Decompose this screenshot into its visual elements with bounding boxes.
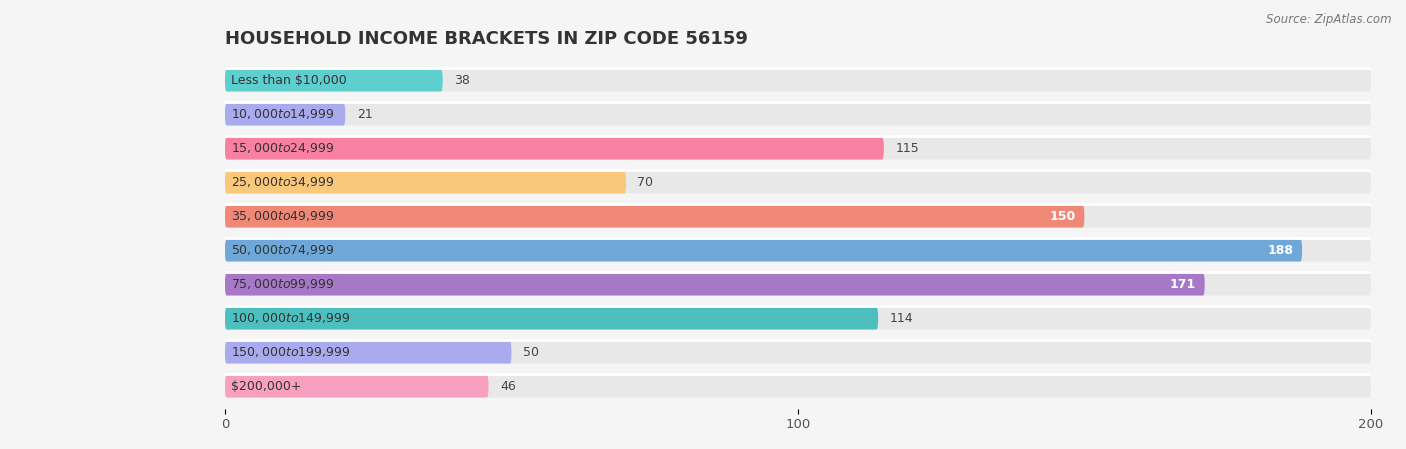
Text: $200,000+: $200,000+ (231, 380, 301, 393)
Text: 46: 46 (501, 380, 516, 393)
FancyBboxPatch shape (225, 273, 1371, 295)
FancyBboxPatch shape (225, 137, 884, 159)
Text: 114: 114 (890, 312, 914, 325)
FancyBboxPatch shape (225, 239, 1371, 261)
FancyBboxPatch shape (225, 375, 1371, 397)
FancyBboxPatch shape (225, 103, 346, 126)
Text: 150: 150 (1049, 210, 1076, 223)
FancyBboxPatch shape (225, 103, 1371, 126)
Text: $25,000 to $34,999: $25,000 to $34,999 (231, 176, 335, 189)
Text: $15,000 to $24,999: $15,000 to $24,999 (231, 141, 335, 155)
FancyBboxPatch shape (225, 308, 1371, 330)
FancyBboxPatch shape (225, 206, 1371, 228)
FancyBboxPatch shape (225, 70, 443, 92)
Text: Source: ZipAtlas.com: Source: ZipAtlas.com (1267, 13, 1392, 26)
Text: $150,000 to $199,999: $150,000 to $199,999 (231, 345, 350, 360)
Text: Less than $10,000: Less than $10,000 (231, 74, 346, 87)
Text: 21: 21 (357, 108, 373, 121)
Text: 188: 188 (1267, 244, 1294, 257)
FancyBboxPatch shape (225, 375, 488, 397)
FancyBboxPatch shape (225, 273, 1205, 295)
Text: $100,000 to $149,999: $100,000 to $149,999 (231, 312, 350, 326)
Text: 70: 70 (637, 176, 654, 189)
FancyBboxPatch shape (225, 308, 879, 330)
Text: 50: 50 (523, 346, 538, 359)
FancyBboxPatch shape (225, 137, 1371, 159)
Text: $10,000 to $14,999: $10,000 to $14,999 (231, 107, 335, 122)
Text: 38: 38 (454, 74, 470, 87)
FancyBboxPatch shape (225, 172, 626, 194)
FancyBboxPatch shape (225, 70, 1371, 92)
Text: $75,000 to $99,999: $75,000 to $99,999 (231, 277, 335, 291)
Text: $50,000 to $74,999: $50,000 to $74,999 (231, 243, 335, 257)
Text: HOUSEHOLD INCOME BRACKETS IN ZIP CODE 56159: HOUSEHOLD INCOME BRACKETS IN ZIP CODE 56… (225, 31, 748, 48)
FancyBboxPatch shape (225, 341, 512, 364)
FancyBboxPatch shape (225, 341, 1371, 364)
FancyBboxPatch shape (225, 239, 1302, 261)
Text: $35,000 to $49,999: $35,000 to $49,999 (231, 210, 335, 224)
FancyBboxPatch shape (225, 172, 1371, 194)
Text: 115: 115 (896, 142, 920, 155)
Text: 171: 171 (1170, 278, 1197, 291)
FancyBboxPatch shape (225, 206, 1084, 228)
